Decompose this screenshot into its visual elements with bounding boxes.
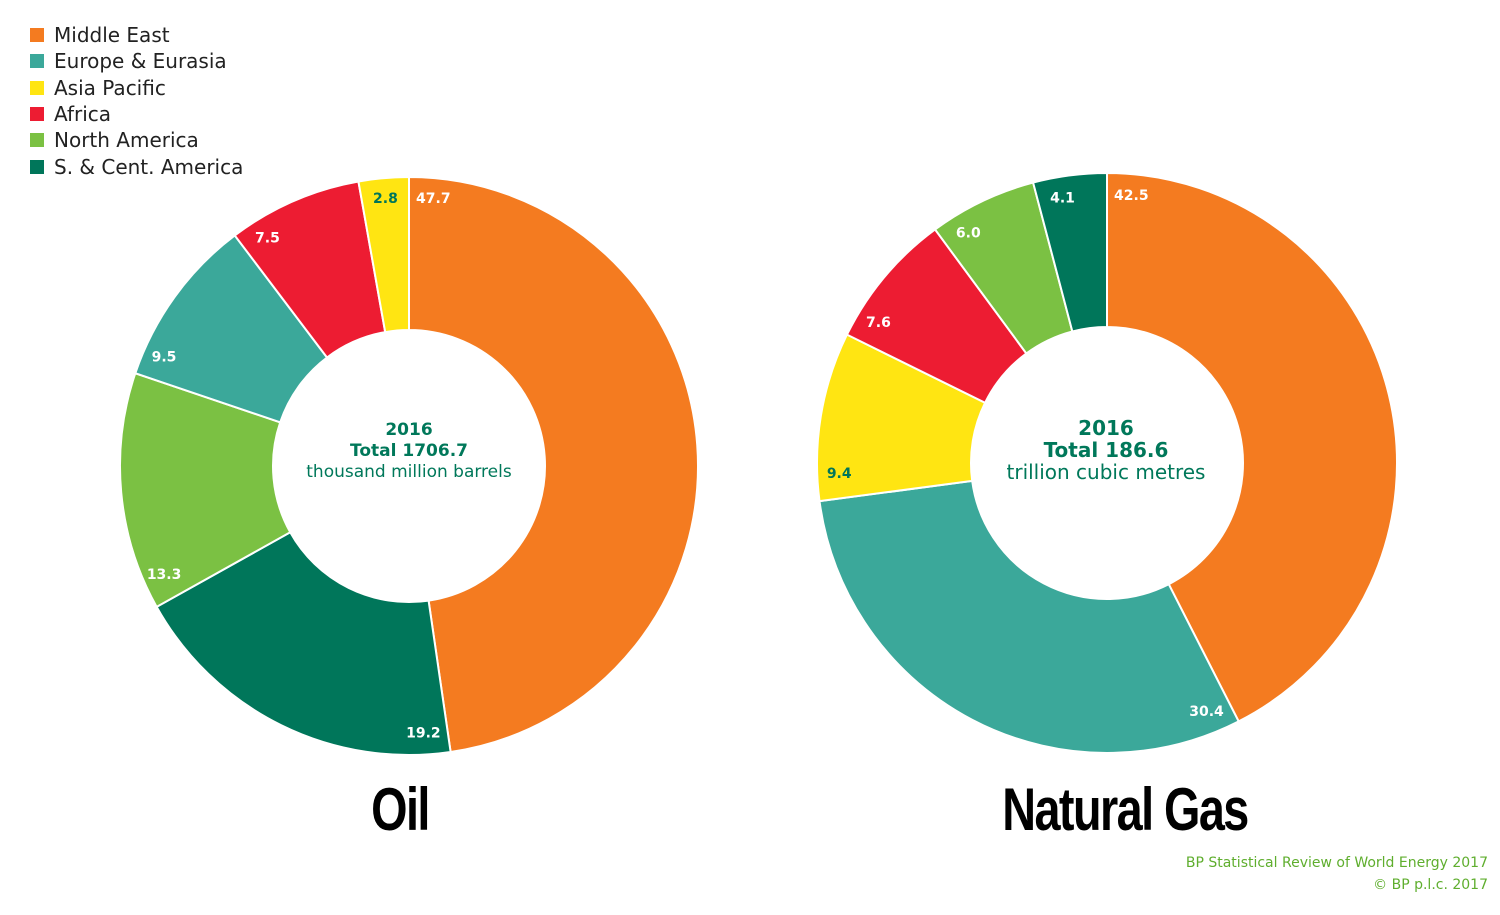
legend-label-north-america: North America: [54, 128, 199, 153]
oil-value-label-north-america: 13.3: [147, 567, 182, 583]
gas-slice-middle-east: [1106, 171, 1398, 723]
legend-label-africa: Africa: [54, 102, 112, 127]
gas-value-label-middle-east: 42.5: [1114, 188, 1149, 204]
oil-slice-asia-pacific: [357, 175, 410, 334]
legend-label-asia-pacific: Asia Pacific: [54, 75, 166, 100]
oil-value-label-asia-pacific: 2.8: [373, 191, 398, 207]
legend-label-middle-east: Middle East: [54, 23, 170, 48]
legend-item-s-cent-america: S. & Cent. America: [30, 153, 243, 179]
gas-chart-title: Natural Gas: [1002, 776, 1249, 843]
oil-value-label-s-cent-america: 19.2: [406, 726, 441, 742]
legend-item-africa: Africa: [30, 101, 243, 127]
legend-swatch-africa: [30, 107, 44, 122]
oil-value-label-europe-eurasia: 9.5: [152, 349, 177, 365]
legend-item-europe-eurasia: Europe & Eurasia: [30, 48, 243, 74]
oil-center-label: 2016 Total 1706.7 thousand million barre…: [299, 420, 519, 483]
gas-center-total: Total 186.6: [1043, 438, 1169, 462]
oil-value-label-africa: 7.5: [255, 230, 280, 246]
gas-center-unit: trillion cubic metres: [1006, 460, 1206, 484]
oil-chart-title: Oil: [371, 776, 430, 843]
oil-slice-north-america: [119, 371, 292, 609]
gas-slice-s-cent-america: [1031, 171, 1108, 333]
gas-slice-europe-eurasia: [818, 479, 1241, 754]
legend-swatch-europe-eurasia: [30, 54, 44, 69]
legend-swatch-middle-east: [30, 28, 44, 43]
gas-center-year: 2016: [1078, 416, 1134, 440]
legend-label-s-cent-america: S. & Cent. America: [54, 154, 244, 179]
legend-item-middle-east: Middle East: [30, 22, 243, 48]
oil-center-unit: thousand million barrels: [306, 462, 512, 482]
copyright-credit: © BP p.l.c. 2017: [1373, 877, 1488, 893]
legend-item-asia-pacific: Asia Pacific: [30, 75, 243, 101]
legend-swatch-s-cent-america: [30, 159, 44, 174]
gas-value-label-europe-eurasia: 30.4: [1189, 704, 1224, 720]
oil-center-total: Total 1706.7: [350, 441, 468, 461]
oil-center-year: 2016: [385, 420, 433, 440]
oil-slice-middle-east: [408, 175, 699, 754]
oil-slice-s-cent-america: [155, 530, 452, 756]
legend-swatch-north-america: [30, 133, 44, 148]
legend-swatch-asia-pacific: [30, 80, 44, 95]
oil-value-label-middle-east: 47.7: [416, 191, 451, 207]
legend-label-europe-eurasia: Europe & Eurasia: [54, 49, 227, 74]
gas-value-label-africa: 7.6: [866, 315, 891, 331]
gas-value-label-north-america: 6.0: [956, 226, 981, 242]
gas-center-label: 2016 Total 186.6 trillion cubic metres: [996, 417, 1216, 483]
gas-value-label-asia-pacific: 9.4: [827, 466, 852, 482]
legend-item-north-america: North America: [30, 127, 243, 153]
source-credit: BP Statistical Review of World Energy 20…: [1185, 855, 1488, 871]
chart-legend: Middle East Europe & Eurasia Asia Pacifi…: [30, 22, 243, 180]
gas-value-label-s-cent-america: 4.1: [1050, 191, 1075, 207]
